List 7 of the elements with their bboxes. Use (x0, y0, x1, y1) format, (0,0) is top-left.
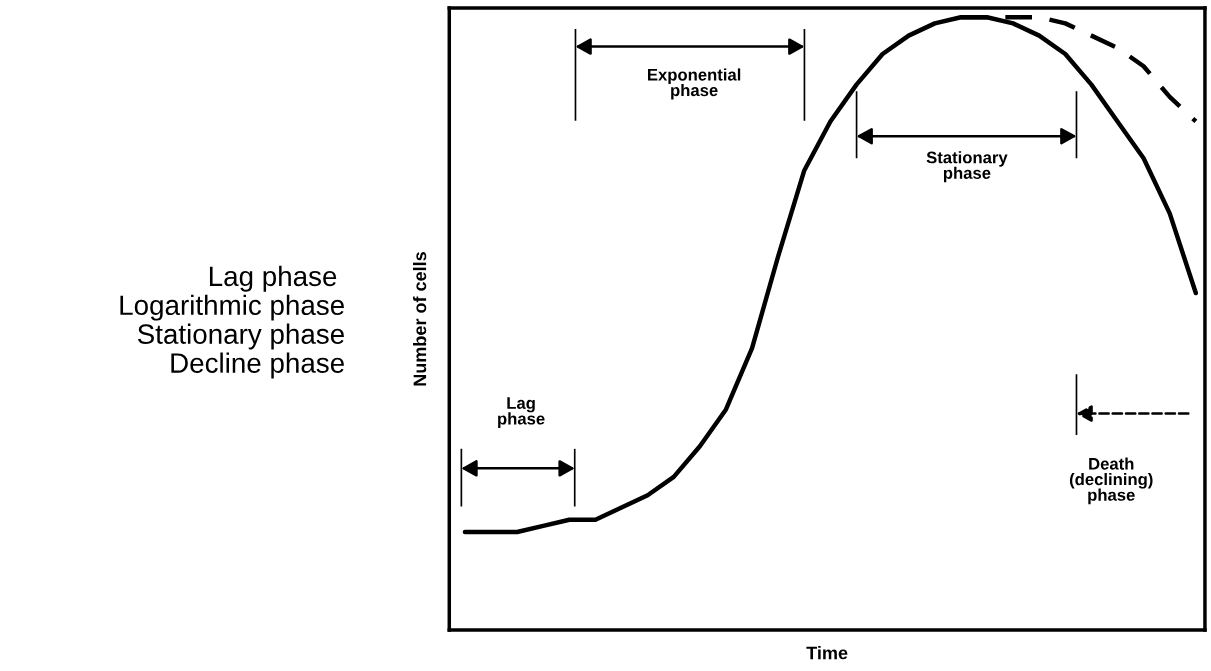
annotation: Exponential phase (648, 68, 741, 100)
annotation: Death (declining) phase (1069, 457, 1153, 505)
annotation: Lag phase (498, 397, 545, 428)
x-axis-title: Time (806, 646, 848, 660)
text: Lag phase Logarithmic phase Stationary phase Decline phase (120, 265, 344, 379)
y-axis-title: Number of cells (413, 252, 427, 386)
annotation: Stationary phase (926, 151, 1008, 183)
